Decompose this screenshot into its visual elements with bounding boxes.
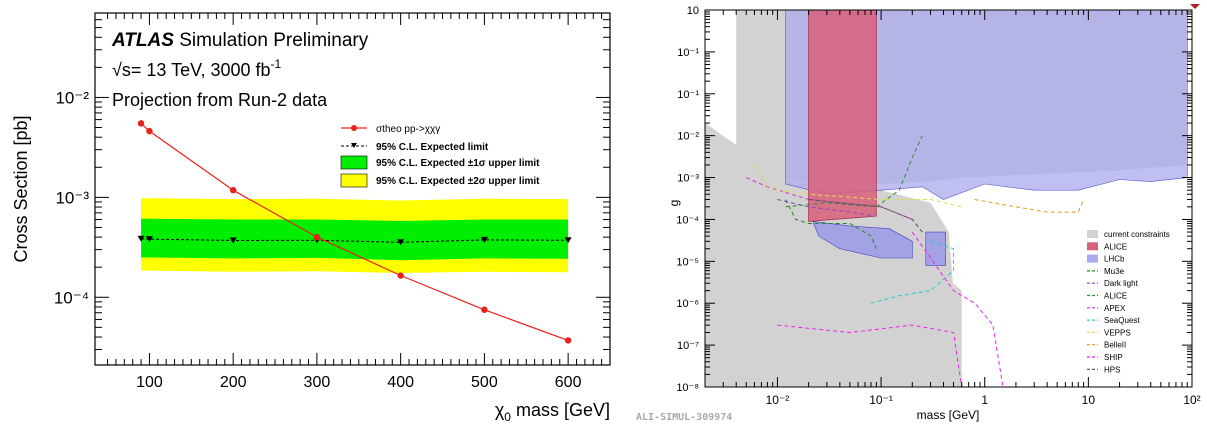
x-tick-label: 300 <box>304 374 331 391</box>
legend-expected: 95% C.L. Expected limit <box>376 142 489 153</box>
x-tick-label: 10⁻¹ <box>869 393 893 407</box>
expected-limit-point <box>229 237 237 244</box>
expected-limit-point <box>137 235 145 242</box>
lhcb-region-displaced <box>812 221 913 259</box>
legend-label: HPS <box>1104 365 1120 374</box>
theory-point <box>146 127 153 135</box>
theory-point <box>313 233 321 241</box>
legend-swatch <box>1087 254 1098 263</box>
y-tick-label: 10⁻⁸ <box>676 382 699 394</box>
y-tick-label: 10⁻⁴ <box>676 214 699 226</box>
x-tick-label: 10 <box>1082 393 1096 407</box>
theory-point <box>397 272 404 279</box>
alice-region <box>808 10 877 222</box>
expected-limit-point <box>397 239 405 246</box>
legend-label: SeaQuest <box>1104 316 1140 325</box>
theory-point <box>481 306 488 313</box>
x-tick-label: 100 <box>136 374 163 391</box>
left-plot-frame <box>94 12 611 366</box>
legend-label: Dark light <box>1104 279 1139 288</box>
legend-label: SHIP <box>1104 353 1123 362</box>
constraint-region-column <box>736 10 762 191</box>
theory-point <box>229 186 237 194</box>
y-tick-label: 10⁻² <box>55 88 89 107</box>
legend-band-1sigma: 95% C.L. Expected ±1σ upper limit <box>376 158 540 169</box>
legend-swatch <box>1087 242 1098 251</box>
x-tick-label: 1 <box>981 393 988 407</box>
vepps-curve <box>753 164 962 208</box>
y-tick-label: 10⁻³ <box>55 188 89 207</box>
legend-label: BelleII <box>1104 341 1126 350</box>
mu3e-curve <box>785 199 877 249</box>
theory-point <box>564 337 572 344</box>
legend-label: APEX <box>1104 304 1126 313</box>
x-tick-label: 10⁻² <box>766 393 790 407</box>
x-tick-label: 200 <box>220 374 247 391</box>
right-x-axis-label: mass [GeV] <box>917 408 980 422</box>
y-tick-label: 10⁻² <box>677 131 699 143</box>
y-tick-label: 10 <box>687 5 699 17</box>
band-1sigma <box>141 218 569 261</box>
left-projection-label: Projection from Run-2 data <box>112 90 328 110</box>
ship-curve <box>777 324 963 387</box>
right-legend: current constraints ALICE LHCb Mu3e Dark lig… <box>1087 230 1170 374</box>
alice-logo-icon <box>1190 4 1200 9</box>
constraint-region-lowmass <box>705 123 954 387</box>
legend-label: ALICE <box>1104 242 1127 251</box>
legend-label: LHCb <box>1104 255 1125 264</box>
lhcb-region-small <box>925 231 946 266</box>
y-tick-label: 10⁻¹ <box>677 89 699 101</box>
expected-limit-point <box>145 236 153 243</box>
dark-light-curve <box>777 199 877 217</box>
hps-curve <box>808 199 923 233</box>
seaquest-curve <box>870 240 954 304</box>
x-tick-label: 400 <box>387 374 414 391</box>
y-tick-label: 10⁻⁵ <box>676 256 699 268</box>
legend-label: VEPPS <box>1104 328 1131 337</box>
legend-theory: σtheo pp->χχγ <box>376 124 440 135</box>
x-tick-label: 500 <box>471 374 498 391</box>
legend-band-2sigma: 95% C.L. Expected ±2σ upper limit <box>376 176 540 187</box>
legend-label: current constraints <box>1104 230 1170 239</box>
right-y-axis-label: g <box>667 200 681 207</box>
constraint-region-strip <box>953 283 962 387</box>
theory-point <box>137 120 145 127</box>
expected-limit-point <box>564 237 572 244</box>
right-chart: 10⁻² 10⁻¹ 1 10 10² 10 10⁻¹ 10⁻¹ 10⁻² 10⁻³ 10⁻⁴ 10⁻⁵… <box>667 4 1201 422</box>
left-legend: σtheo pp->χχγ 95% C.L. Expected limit 95… <box>340 124 540 188</box>
legend-label: Mu3e <box>1104 267 1125 276</box>
x-tick-label: 600 <box>555 374 582 391</box>
left-x-axis-label: χ0 mass [GeV] <box>495 400 610 424</box>
legend-label: ALICE <box>1104 292 1127 301</box>
watermark: ALI-SIMUL-309974 <box>636 412 732 423</box>
legend-swatch <box>1087 230 1098 238</box>
left-title-brand: ATLAS Simulation Preliminary <box>111 30 369 51</box>
expected-limit-point <box>480 236 488 243</box>
belle-curve <box>974 199 1085 213</box>
y-tick-label: 10⁻³ <box>677 173 699 185</box>
left-chart: 100 200 300 400 500 600 10⁻² 10⁻³ 10⁻⁴ ATLAS Sim… <box>11 12 611 424</box>
y-tick-label: 10⁻⁷ <box>677 340 699 352</box>
x-tick-label: 10² <box>1183 393 1200 407</box>
left-y-axis-label: Cross Section [pb] <box>11 115 31 262</box>
y-tick-label: 10⁻⁴ <box>54 288 89 307</box>
y-tick-label: 10⁻¹ <box>677 47 699 59</box>
right-plot-frame <box>704 9 1193 388</box>
alice-projection-curve <box>785 135 923 208</box>
y-tick-label: 10⁻⁶ <box>676 298 699 310</box>
left-energy-label: √s= 13 TeV, 3000 fb-1 <box>112 57 282 80</box>
